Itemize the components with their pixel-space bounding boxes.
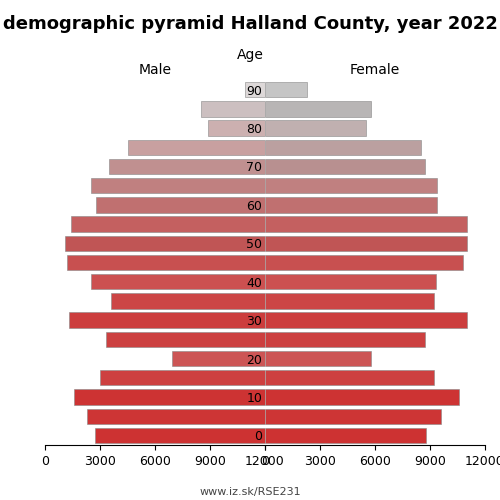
Bar xyxy=(265,82,307,98)
Bar xyxy=(106,332,265,347)
Title: Female: Female xyxy=(350,64,400,78)
Bar xyxy=(109,159,265,174)
Bar xyxy=(265,140,421,155)
Bar xyxy=(96,197,265,212)
Bar xyxy=(265,197,438,212)
Title: Male: Male xyxy=(138,64,172,78)
Bar xyxy=(265,274,436,289)
Bar xyxy=(208,120,265,136)
Text: www.iz.sk/RSE231: www.iz.sk/RSE231 xyxy=(199,488,301,498)
Bar xyxy=(128,140,265,155)
Bar xyxy=(87,408,265,424)
Bar xyxy=(91,274,265,289)
Bar xyxy=(111,293,265,308)
Bar xyxy=(265,408,441,424)
Bar xyxy=(94,428,265,443)
Bar xyxy=(65,236,265,251)
Bar xyxy=(245,82,265,98)
Bar xyxy=(265,332,424,347)
Bar xyxy=(265,159,424,174)
Bar xyxy=(74,390,265,404)
Bar xyxy=(265,428,426,443)
Bar xyxy=(67,255,265,270)
Text: demographic pyramid Halland County, year 2022: demographic pyramid Halland County, year… xyxy=(2,15,498,33)
Text: Age: Age xyxy=(236,48,264,62)
Bar xyxy=(172,351,265,366)
Bar xyxy=(265,236,466,251)
Bar xyxy=(69,312,265,328)
Bar xyxy=(265,255,463,270)
Bar xyxy=(265,312,466,328)
Bar xyxy=(265,370,434,386)
Bar xyxy=(201,101,265,116)
Bar xyxy=(70,216,265,232)
Bar xyxy=(265,293,434,308)
Bar xyxy=(265,390,460,404)
Bar xyxy=(265,351,372,366)
Bar xyxy=(91,178,265,194)
Bar xyxy=(100,370,265,386)
Bar xyxy=(265,120,366,136)
Bar xyxy=(265,101,372,116)
Bar xyxy=(265,216,466,232)
Bar xyxy=(265,178,438,194)
